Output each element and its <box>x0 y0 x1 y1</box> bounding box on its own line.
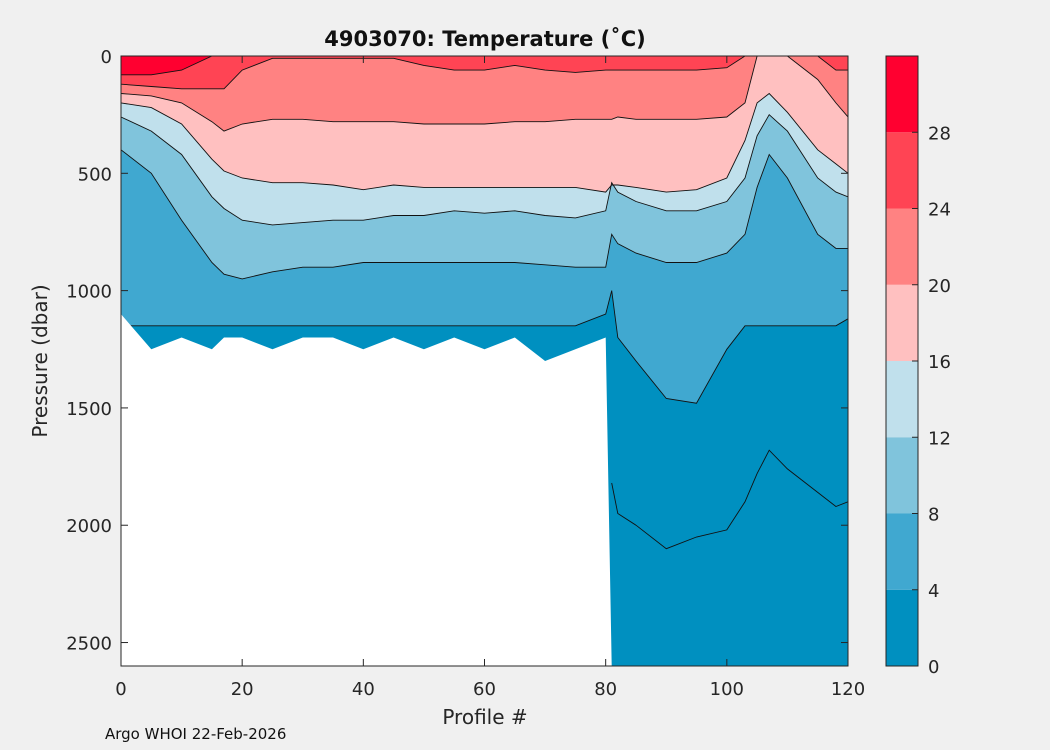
y-tick-label: 500 <box>78 164 112 185</box>
x-tick-label: 40 <box>352 679 375 700</box>
colorbar-swatch-8 <box>886 437 918 514</box>
y-tick-label: 0 <box>101 47 112 68</box>
x-axis-label: Profile # <box>442 705 527 729</box>
isotherm-8 <box>121 149 848 280</box>
x-tick-label: 60 <box>473 679 496 700</box>
colorbar-swatch-20 <box>886 208 918 285</box>
x-tick-label: 80 <box>594 679 617 700</box>
isotherm-lines <box>121 56 848 550</box>
x-tick-label: 20 <box>231 679 254 700</box>
chart-title: 4903070: Temperature (˚C) <box>324 27 645 51</box>
x-tick-label: 120 <box>831 679 865 700</box>
colorbar-swatch-16 <box>886 284 918 361</box>
isotherm-12 <box>121 113 848 226</box>
colorbar-tick-label: 28 <box>928 123 951 144</box>
isotherm-4 <box>121 290 848 404</box>
colorbar-swatch-28 <box>886 56 918 133</box>
y-tick-label: 1000 <box>66 282 112 303</box>
colorbar-tick-label: 24 <box>928 200 951 221</box>
colorbar-tick-label: 0 <box>928 657 939 678</box>
y-tick-label: 2000 <box>66 516 112 537</box>
x-tick-label: 0 <box>115 679 126 700</box>
colorbar-tick-label: 12 <box>928 428 951 449</box>
colorbar-swatch-4 <box>886 513 918 590</box>
isotherm-20 <box>121 56 848 132</box>
colorbar: 0 4 8 12 16 20 24 28 <box>885 55 951 678</box>
x-axis: 0 20 40 60 80 100 120 <box>115 56 865 700</box>
no-data-region <box>121 314 848 666</box>
colorbar-tick-label: 16 <box>928 352 951 373</box>
colorbar-tick-label: 4 <box>928 581 939 602</box>
colorbar-tick-label: 20 <box>928 276 951 297</box>
y-axis: 0 500 1000 1500 2000 2500 <box>66 47 848 655</box>
isotherm-0 <box>611 449 848 550</box>
band-below-0 <box>121 450 848 666</box>
colorbar-swatch-0 <box>886 589 918 666</box>
colorbar-swatch-24 <box>886 132 918 209</box>
y-tick-label: 2500 <box>66 634 112 655</box>
y-tick-label: 1500 <box>66 399 112 420</box>
isotherm-16 <box>121 92 848 193</box>
no-data-mask <box>121 314 848 666</box>
y-axis-label: Pressure (dbar) <box>28 284 52 437</box>
colorbar-tick-label: 8 <box>928 505 939 526</box>
x-tick-label: 100 <box>710 679 744 700</box>
isotherm-24 <box>121 56 848 90</box>
colorbar-swatch-12 <box>886 361 918 438</box>
footer-credit: Argo WHOI 22-Feb-2026 <box>105 725 287 743</box>
